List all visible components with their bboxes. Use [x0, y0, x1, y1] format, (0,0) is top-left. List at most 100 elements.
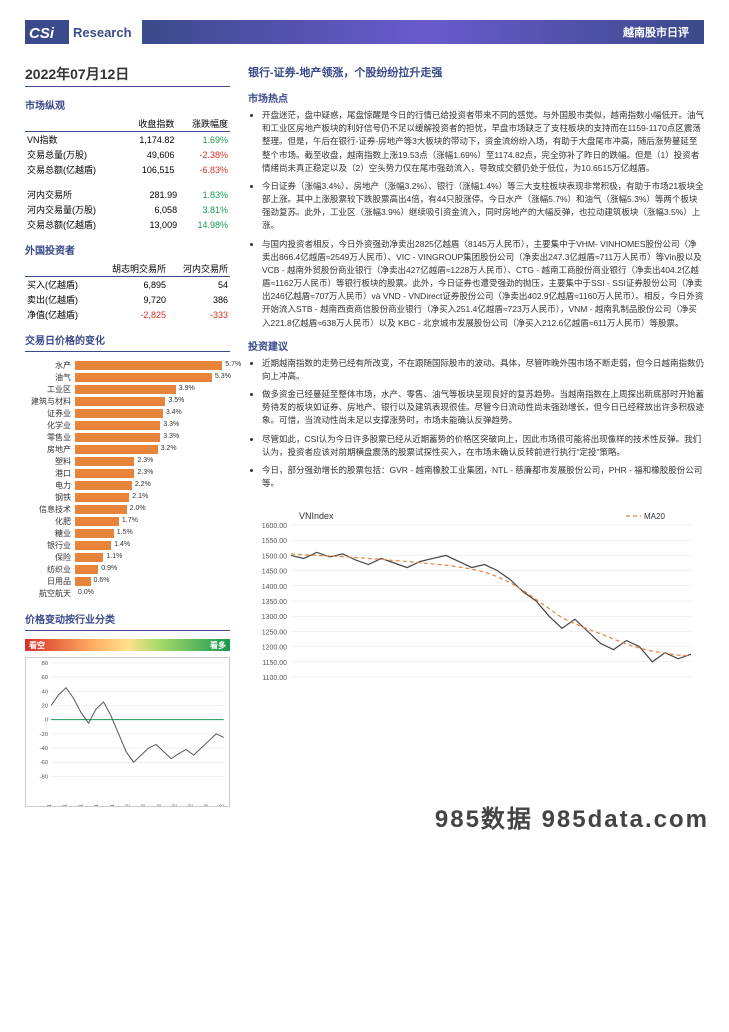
list-item: 今日证券（涨幅3.4%）、房地产（涨幅3.2%）、银行（涨幅1.4%）等三大支柱…: [262, 180, 704, 233]
bar-row: 水产5.7%: [25, 360, 230, 371]
svg-text:80: 80: [41, 661, 48, 667]
bar-row: 信息技术2.0%: [25, 504, 230, 515]
svg-text:VNIndex: VNIndex: [299, 511, 334, 521]
svg-text:MA20: MA20: [644, 512, 665, 521]
table-row: 交易总量(万股)49,606-2.38%: [25, 147, 230, 162]
svg-text:1600.00: 1600.00: [262, 523, 287, 530]
bar-row: 日用品0.6%: [25, 576, 230, 587]
left-column: 2022年07月12日 市场纵观 收盘指数涨跌幅度 VN指数1,174.821.…: [25, 64, 230, 822]
svg-text:Apr-22: Apr-22: [173, 804, 179, 807]
advice-title: 投资建议: [248, 338, 704, 353]
article-headline: 银行-证券-地产领涨，个股纷纷拉升走强: [248, 64, 704, 80]
header-banner: 越南股市日评: [142, 20, 704, 44]
table-header: 收盘指数: [123, 116, 177, 132]
bar-row: 港口2.3%: [25, 468, 230, 479]
bar-row: 纺织业0.9%: [25, 564, 230, 575]
foreign-investor-title: 外国投资者: [25, 242, 230, 257]
sector-barchart: 水产5.7%油气5.3%工业区3.9%建筑与材料3.5%证券业3.4%化学业3.…: [25, 360, 230, 599]
bar-row: 化肥1.7%: [25, 516, 230, 527]
table-row: 买入(亿越盾)6,89554: [25, 277, 230, 293]
svg-text:Mar-22: Mar-22: [157, 804, 163, 807]
market-overview-table: 收盘指数涨跌幅度 VN指数1,174.821.69%交易总量(万股)49,606…: [25, 116, 230, 177]
svg-text:60: 60: [41, 675, 48, 681]
footer-brand: 985数据 985data.com: [435, 799, 709, 834]
bar-row: 化学业3.3%: [25, 420, 230, 431]
table-header: 胡志明交易所: [95, 261, 168, 277]
svg-text:Jun-22: Jun-22: [204, 804, 210, 807]
table-row: 交易总额(亿越盾)13,00914.98%: [25, 217, 230, 232]
hanoi-table: 河内交易所281.991.83%河内交易量(万股)6,0583.81%交易总额(…: [25, 187, 230, 232]
hot-title: 市场热点: [248, 90, 704, 105]
bar-row: 保险1.1%: [25, 552, 230, 563]
sentiment-gradient-bar: 看空 看多: [25, 639, 230, 651]
svg-text:CSi: CSi: [29, 25, 55, 42]
table-row: 交易总额(亿越盾)106,515-6.83%: [25, 162, 230, 177]
list-item: 与国内投资者相反，今日外资强劲净卖出2825亿越盾（8145万人民币），主要集中…: [262, 238, 704, 330]
svg-text:1150.00: 1150.00: [262, 660, 287, 667]
header: CSi Research 越南股市日评: [25, 20, 704, 44]
svg-text:20: 20: [41, 703, 48, 709]
svg-text:Sep-21: Sep-21: [63, 804, 69, 807]
bar-row: 钢铁2.1%: [25, 492, 230, 503]
sentiment-left: 看空: [29, 640, 45, 651]
sector-change-title: 交易日价格的变化: [25, 332, 230, 347]
svg-text:-80: -80: [40, 774, 49, 780]
sentiment-right: 看多: [210, 640, 226, 651]
bar-row: 糖业1.5%: [25, 528, 230, 539]
table-row: 河内交易量(万股)6,0583.81%: [25, 202, 230, 217]
table-row: 卖出(亿越盾)9,720386: [25, 292, 230, 307]
market-overview-title: 市场纵观: [25, 97, 230, 112]
table-header: [25, 261, 95, 277]
svg-text:1350.00: 1350.00: [262, 599, 287, 606]
table-header: [25, 116, 123, 132]
svg-text:1450.00: 1450.00: [262, 569, 287, 576]
svg-text:1500.00: 1500.00: [262, 554, 287, 561]
svg-text:1400.00: 1400.00: [262, 584, 287, 591]
svg-text:Aug-21: Aug-21: [47, 804, 53, 807]
svg-text:Jan-22: Jan-22: [126, 804, 132, 807]
small-line-chart: -80-60-40-20020406080Aug-21Sep-21Oct-21N…: [25, 657, 230, 807]
csi-logo-icon: CSi: [25, 20, 69, 44]
bar-row: 航空航天0.0%: [25, 588, 230, 599]
table-header: 河内交易所: [168, 261, 230, 277]
list-item: 尽管如此，CSI认为今日许多股票已经从近期蓄势的价格区突破向上，因此市场很可能将…: [262, 433, 704, 459]
logo-text: Research: [73, 25, 132, 40]
svg-text:Nov-21: Nov-21: [94, 804, 100, 807]
bar-row: 电力2.2%: [25, 480, 230, 491]
svg-text:1300.00: 1300.00: [262, 614, 287, 621]
bar-row: 建筑与材料3.5%: [25, 396, 230, 407]
right-column: 银行-证券-地产领涨，个股纷纷拉升走强 市场热点 开盘迷茫，盘中疑惑，尾盘惊醒是…: [248, 64, 704, 822]
bar-row: 塑料2.3%: [25, 456, 230, 467]
svg-text:1100.00: 1100.00: [262, 675, 287, 682]
svg-text:Oct-21: Oct-21: [78, 804, 84, 807]
table-row: 净值(亿越盾)-2,825-333: [25, 307, 230, 322]
svg-text:0: 0: [45, 718, 49, 724]
list-item: 今日，部分强劲增长的股票包括：GVR - 越南橡胶工业集团，NTL - 慈廉都市…: [262, 464, 704, 490]
bar-row: 工业区3.9%: [25, 384, 230, 395]
svg-text:-60: -60: [40, 760, 49, 766]
svg-text:1250.00: 1250.00: [262, 630, 287, 637]
svg-text:1200.00: 1200.00: [262, 645, 287, 652]
bar-row: 零售业3.3%: [25, 432, 230, 443]
svg-text:Feb-22: Feb-22: [141, 804, 147, 807]
table-row: 河内交易所281.991.83%: [25, 187, 230, 202]
svg-text:1550.00: 1550.00: [262, 538, 287, 545]
logo: CSi Research: [25, 20, 132, 44]
bar-row: 油气5.3%: [25, 372, 230, 383]
bar-row: 证券业3.4%: [25, 408, 230, 419]
svg-text:-40: -40: [40, 746, 49, 752]
list-item: 近期越南指数的走势已经有所改变，不在跟随国际股市的波动。具体，尽管昨晚外围市场不…: [262, 357, 704, 383]
advice-body: 近期越南指数的走势已经有所改变，不在跟随国际股市的波动。具体，尽管昨晚外围市场不…: [248, 357, 704, 491]
banner-title: 越南股市日评: [623, 24, 689, 40]
table-row: VN指数1,174.821.69%: [25, 132, 230, 148]
bar-row: 房地产3.2%: [25, 444, 230, 455]
list-item: 做多资金已经蔓延至整体市场，水产、零售、油气等板块呈现良好的复苏趋势。当越南指数…: [262, 388, 704, 428]
hot-body: 开盘迷茫，盘中疑惑，尾盘惊醒是今日的行情已给投资者带来不同的感觉。与外国股市类似…: [248, 109, 704, 330]
list-item: 开盘迷茫，盘中疑惑，尾盘惊醒是今日的行情已给投资者带来不同的感觉。与外国股市类似…: [262, 109, 704, 175]
svg-text:40: 40: [41, 689, 48, 695]
foreign-investor-table: 胡志明交易所河内交易所 买入(亿越盾)6,89554卖出(亿越盾)9,72038…: [25, 261, 230, 322]
vnindex-chart: 1100.00 1150.00 1200.00 1250.00 1300.00 1350.…: [248, 507, 704, 687]
svg-text:Dec-21: Dec-21: [110, 804, 116, 807]
table-header: 涨跌幅度: [176, 116, 230, 132]
svg-text:Jul-22: Jul-22: [220, 804, 226, 807]
